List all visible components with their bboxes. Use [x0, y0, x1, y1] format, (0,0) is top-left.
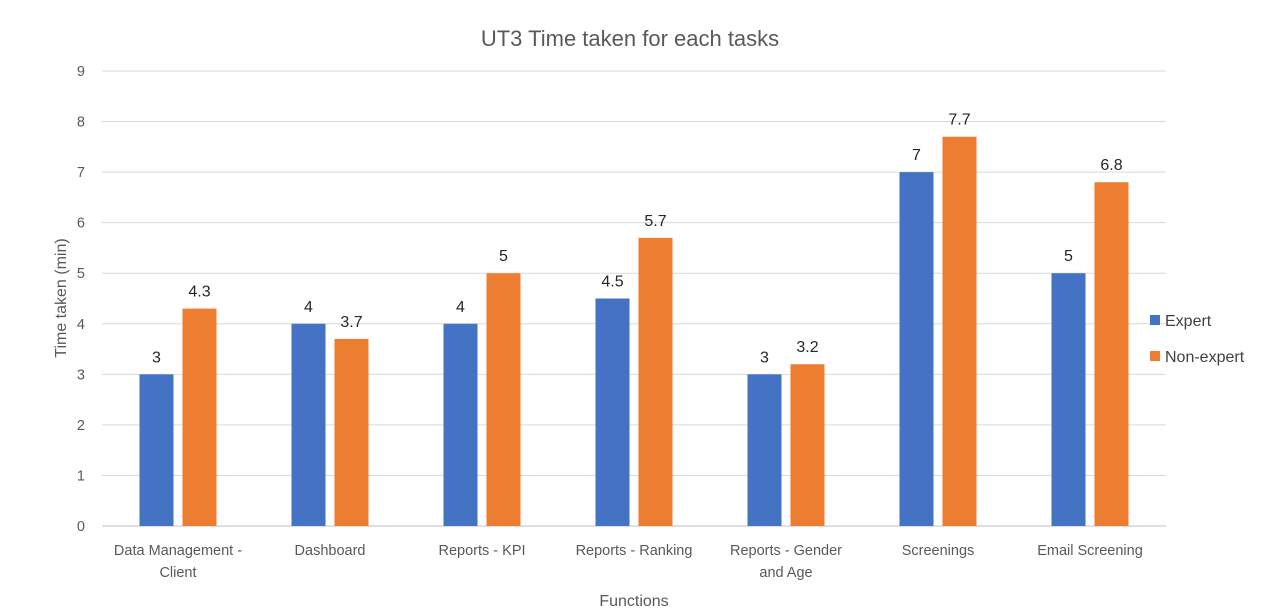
legend-label: Non-expert	[1165, 349, 1245, 366]
legend-label: Expert	[1165, 313, 1212, 330]
x-tick-label: Reports - Ranking	[576, 543, 693, 559]
bar-expert	[899, 172, 934, 526]
bar-expert	[595, 298, 630, 526]
y-tick-label: 5	[77, 266, 85, 282]
x-tick-label: Email Screening	[1037, 543, 1143, 559]
bar-expert	[291, 323, 326, 526]
y-axis-tick-labels: 0 1 2 3 4 5 6 7 8 9	[77, 64, 85, 535]
bar-non-expert	[334, 338, 369, 526]
data-label: 3	[760, 349, 769, 366]
y-tick-label: 7	[77, 165, 85, 181]
bar-non-expert	[942, 136, 977, 526]
y-axis-title: Time taken (min)	[53, 238, 70, 357]
data-label: 5	[499, 248, 508, 265]
data-label: 3	[152, 349, 161, 366]
gridlines	[102, 70, 1166, 527]
legend: Expert Non-expert	[1150, 313, 1245, 366]
legend-swatch	[1150, 351, 1160, 361]
y-tick-label: 9	[77, 64, 85, 80]
y-tick-label: 1	[77, 468, 85, 484]
x-tick-label: Reports - KPI	[438, 543, 525, 559]
x-tick-label: Data Management -	[114, 543, 242, 559]
data-label: 7.7	[948, 112, 970, 129]
data-label: 5.7	[644, 213, 666, 230]
data-label: 4.5	[601, 274, 623, 291]
bar-expert	[1051, 273, 1086, 526]
bar-non-expert	[1094, 182, 1129, 526]
data-label: 4.3	[188, 284, 210, 301]
y-tick-label: 4	[77, 317, 85, 333]
bar-non-expert	[638, 237, 673, 527]
data-label: 6.8	[1100, 157, 1122, 174]
bar-expert	[747, 374, 782, 526]
data-label: 7	[912, 147, 921, 164]
legend-swatch	[1150, 315, 1160, 325]
bar-non-expert	[486, 273, 521, 526]
x-tick-label: Client	[159, 565, 196, 581]
y-tick-label: 8	[77, 115, 85, 131]
y-tick-label: 6	[77, 216, 85, 232]
y-tick-label: 2	[77, 418, 85, 434]
data-label: 3.2	[796, 339, 818, 356]
data-label: 4	[456, 299, 465, 316]
chart-title: UT3 Time taken for each tasks	[481, 26, 779, 51]
bar-expert	[139, 374, 174, 526]
y-tick-label: 3	[77, 367, 85, 383]
bar-non-expert	[790, 364, 825, 526]
bar-expert	[443, 323, 478, 526]
x-axis-tick-labels: Data Management - Client Dashboard Reports …	[114, 543, 1143, 581]
data-label: 3.7	[340, 314, 362, 331]
x-tick-label: and Age	[759, 565, 812, 581]
data-label: 5	[1064, 248, 1073, 265]
data-labels: 3 4.3 4 3.7 4 5 4.5 5.7 3 3.2 7 7.7 5 6.8	[152, 112, 1123, 367]
bars	[139, 136, 1129, 527]
bar-non-expert	[182, 308, 217, 526]
x-tick-label: Reports - Gender	[730, 543, 842, 559]
x-tick-label: Screenings	[902, 543, 975, 559]
x-axis-title: Functions	[599, 593, 668, 610]
y-tick-label: 0	[77, 519, 85, 535]
x-tick-label: Dashboard	[295, 543, 366, 559]
data-label: 4	[304, 299, 313, 316]
